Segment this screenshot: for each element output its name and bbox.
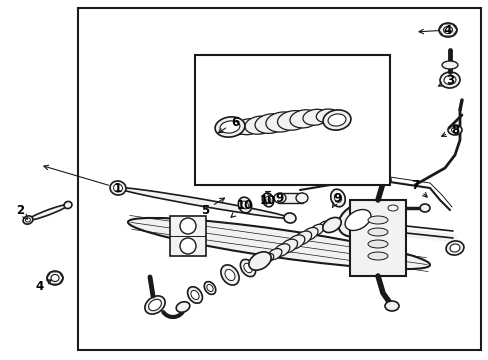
Ellipse shape (367, 240, 387, 248)
Ellipse shape (204, 282, 215, 294)
Ellipse shape (267, 248, 282, 260)
Ellipse shape (345, 210, 370, 230)
Text: 3: 3 (438, 73, 453, 86)
Text: 1: 1 (44, 165, 122, 194)
Ellipse shape (447, 125, 461, 135)
Text: 9: 9 (265, 192, 284, 204)
Circle shape (180, 238, 196, 254)
Ellipse shape (384, 301, 398, 311)
Ellipse shape (384, 203, 400, 213)
Bar (78, 8, 480, 350)
Ellipse shape (144, 296, 165, 314)
Ellipse shape (295, 193, 307, 203)
Ellipse shape (23, 216, 33, 224)
Text: 4: 4 (418, 23, 451, 36)
Ellipse shape (264, 197, 270, 203)
Ellipse shape (289, 110, 318, 128)
Bar (278, 193, 303, 203)
Ellipse shape (273, 244, 289, 257)
Ellipse shape (284, 213, 295, 223)
Ellipse shape (240, 259, 255, 276)
Ellipse shape (323, 110, 350, 130)
Ellipse shape (367, 252, 387, 260)
Ellipse shape (262, 193, 273, 207)
Ellipse shape (439, 72, 459, 88)
Ellipse shape (28, 204, 68, 220)
Ellipse shape (176, 302, 189, 312)
Ellipse shape (244, 263, 252, 273)
Circle shape (180, 218, 196, 234)
Ellipse shape (334, 194, 341, 202)
Ellipse shape (128, 218, 429, 269)
Ellipse shape (443, 27, 451, 33)
Ellipse shape (419, 204, 429, 212)
Ellipse shape (224, 269, 235, 280)
Ellipse shape (294, 231, 311, 245)
Bar (195, 55, 389, 185)
Ellipse shape (280, 239, 297, 253)
Ellipse shape (445, 241, 463, 255)
Bar (349, 200, 405, 276)
Ellipse shape (367, 228, 387, 236)
Ellipse shape (226, 122, 247, 135)
Bar (170, 216, 205, 256)
Text: 10: 10 (230, 198, 253, 217)
Ellipse shape (262, 253, 273, 263)
Ellipse shape (330, 189, 345, 207)
Ellipse shape (215, 117, 244, 137)
Ellipse shape (449, 244, 459, 252)
Ellipse shape (302, 228, 317, 240)
Ellipse shape (286, 235, 304, 249)
Ellipse shape (309, 224, 324, 235)
Ellipse shape (25, 218, 30, 222)
Text: 10: 10 (259, 194, 276, 207)
Ellipse shape (110, 181, 126, 195)
Ellipse shape (338, 203, 377, 237)
Ellipse shape (241, 201, 248, 209)
Text: 4: 4 (36, 279, 51, 292)
Ellipse shape (47, 271, 63, 285)
Ellipse shape (322, 217, 341, 233)
Ellipse shape (187, 287, 202, 303)
Ellipse shape (64, 202, 72, 208)
Ellipse shape (387, 205, 397, 211)
Ellipse shape (441, 61, 457, 69)
Ellipse shape (118, 188, 289, 219)
Ellipse shape (265, 112, 298, 132)
Text: 5: 5 (201, 198, 224, 216)
Ellipse shape (51, 274, 59, 282)
Text: 6: 6 (218, 116, 239, 133)
Ellipse shape (273, 193, 285, 203)
Ellipse shape (238, 197, 251, 213)
Ellipse shape (318, 221, 329, 230)
Ellipse shape (450, 127, 458, 132)
Ellipse shape (113, 184, 122, 192)
Text: 2: 2 (16, 203, 27, 219)
Ellipse shape (244, 116, 273, 134)
Text: 8: 8 (441, 123, 458, 136)
Ellipse shape (367, 216, 387, 224)
Ellipse shape (255, 114, 286, 134)
Ellipse shape (248, 252, 270, 270)
Ellipse shape (190, 291, 199, 300)
Ellipse shape (148, 299, 161, 311)
Ellipse shape (438, 23, 456, 37)
Ellipse shape (277, 111, 308, 130)
Ellipse shape (220, 121, 240, 133)
Ellipse shape (327, 114, 345, 126)
Ellipse shape (303, 109, 328, 125)
Ellipse shape (206, 284, 213, 292)
Ellipse shape (235, 119, 261, 135)
Text: 9: 9 (332, 192, 342, 207)
Ellipse shape (316, 109, 337, 122)
Ellipse shape (221, 265, 239, 285)
Ellipse shape (378, 175, 390, 185)
Text: 7: 7 (410, 179, 427, 197)
Ellipse shape (443, 76, 455, 85)
